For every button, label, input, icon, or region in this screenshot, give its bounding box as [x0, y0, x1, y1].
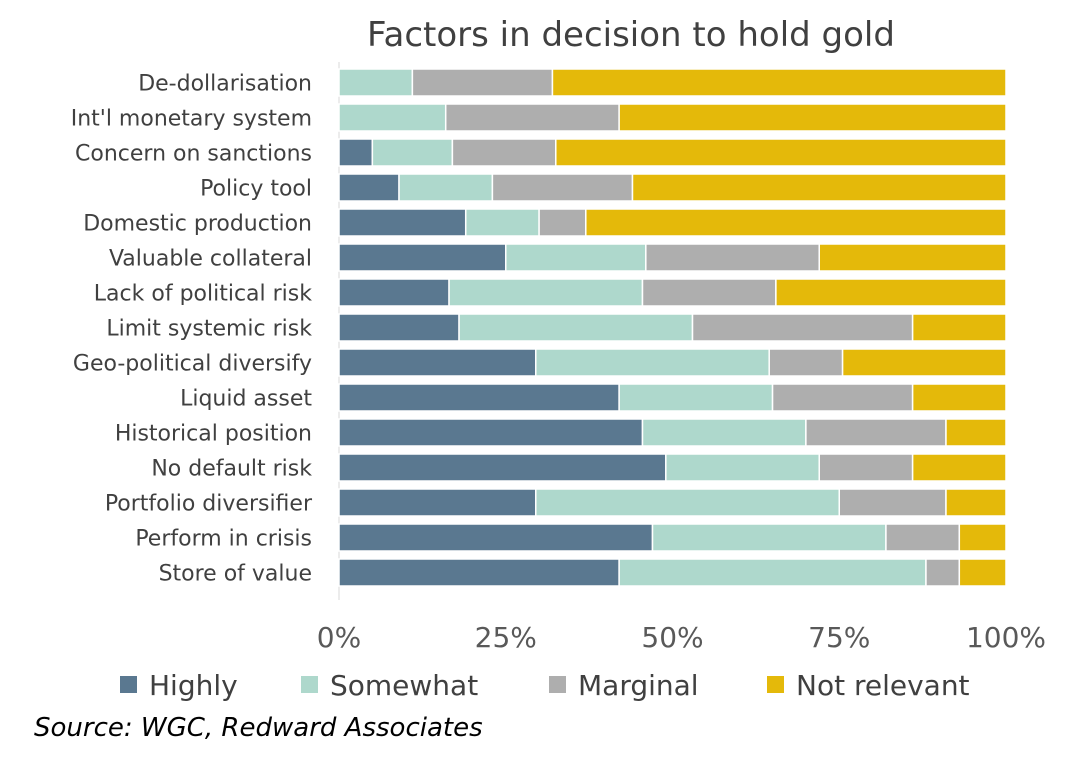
bar-segment: [535, 348, 770, 377]
bar-segment: [411, 68, 554, 97]
bar-segment: [945, 488, 1007, 517]
legend-label: Highly: [149, 669, 238, 702]
bar-segment: [945, 418, 1007, 447]
category-label: De-dollarisation: [138, 72, 312, 97]
bar-segment: [371, 138, 454, 167]
category-label: Concern on sanctions: [75, 142, 312, 167]
category-label: Liquid asset: [180, 387, 312, 412]
bar-segment: [651, 523, 887, 552]
category-labels: De-dollarisation Int'l monetary system Con…: [71, 72, 313, 587]
bar-segment: [911, 383, 1007, 412]
source-note: Source: WGC, Redward Associates: [34, 713, 483, 743]
category-label: Limit systemic risk: [106, 317, 312, 342]
bar-segment: [338, 418, 644, 447]
x-tick-label: 50%: [641, 621, 703, 654]
bar-segment: [645, 243, 820, 272]
bar-segment: [458, 313, 694, 342]
bar-segment: [818, 243, 1007, 272]
legend-label: Somewhat: [330, 669, 478, 702]
bar-segment: [535, 488, 840, 517]
bar-segment: [538, 208, 587, 237]
bar-segment: [338, 243, 507, 272]
bar-segment: [338, 103, 447, 132]
bar-segment: [618, 383, 774, 412]
bar-segment: [338, 173, 400, 202]
bar-segment: [338, 313, 460, 342]
bar-segment: [911, 453, 1007, 482]
bar-segment: [805, 418, 947, 447]
bar-segment: [451, 138, 557, 167]
legend-swatch: [120, 676, 137, 693]
bar-segment: [691, 313, 914, 342]
bar-segment: [665, 453, 820, 482]
x-tick-label: 100%: [966, 621, 1046, 654]
bar-segment: [771, 383, 914, 412]
bar-segment: [768, 348, 844, 377]
bar-segment: [338, 348, 537, 377]
bar-segment: [551, 68, 1007, 97]
bar-segment: [641, 418, 807, 447]
legend-label: Marginal: [578, 669, 699, 702]
category-label: Portfolio diversifier: [105, 492, 313, 517]
bar-segment: [775, 278, 1007, 307]
bar-segment: [585, 208, 1007, 237]
bar-segment: [505, 243, 647, 272]
bar-segment: [338, 278, 450, 307]
x-tick-label: 25%: [475, 621, 537, 654]
bar-segment: [448, 278, 644, 307]
bar-segment: [338, 208, 467, 237]
legend: Highly Somewhat Marginal Not relevant: [120, 669, 970, 702]
bar-segment: [818, 453, 914, 482]
bar-segment: [641, 278, 777, 307]
category-label: Lack of political risk: [94, 282, 312, 307]
bar-segment: [958, 558, 1007, 587]
category-label: No default risk: [151, 457, 312, 482]
x-tick-labels: 0% 25% 50% 75% 100%: [317, 621, 1046, 654]
bar-segment: [885, 523, 961, 552]
x-tick-label: 75%: [808, 621, 870, 654]
bar-segment: [338, 488, 537, 517]
category-label: Perform in crisis: [135, 527, 312, 552]
category-label: Store of value: [159, 562, 312, 587]
legend-label: Not relevant: [796, 669, 970, 702]
bar-segment: [338, 523, 654, 552]
bar-segment: [911, 313, 1007, 342]
bar-segment: [618, 103, 1007, 132]
category-label: Policy tool: [200, 177, 312, 202]
bar-segment: [491, 173, 634, 202]
bar-segment: [338, 558, 620, 587]
bar-segment: [555, 138, 1007, 167]
category-label: Geo-political diversify: [73, 352, 312, 377]
bars: [338, 68, 1007, 587]
bar-segment: [631, 173, 1007, 202]
chart: Factors in decision to hold gold De-doll…: [71, 15, 1046, 702]
bar-segment: [338, 453, 667, 482]
category-label: Valuable collateral: [109, 247, 312, 272]
bar-segment: [338, 138, 374, 167]
bar-segment: [958, 523, 1007, 552]
category-label: Domestic production: [83, 212, 312, 237]
bar-segment: [841, 348, 1007, 377]
legend-swatch: [549, 676, 566, 693]
x-tick-label: 0%: [317, 621, 361, 654]
legend-swatch: [767, 676, 784, 693]
category-label: Historical position: [115, 422, 312, 447]
bar-segment: [338, 68, 414, 97]
legend-swatch: [301, 676, 318, 693]
bar-segment: [925, 558, 961, 587]
bar-segment: [618, 558, 927, 587]
bar-segment: [338, 383, 620, 412]
bar-segment: [464, 208, 540, 237]
chart-title: Factors in decision to hold gold: [367, 15, 895, 55]
bar-segment: [398, 173, 494, 202]
bar-segment: [444, 103, 620, 132]
category-label: Int'l monetary system: [71, 107, 312, 132]
bar-segment: [838, 488, 947, 517]
